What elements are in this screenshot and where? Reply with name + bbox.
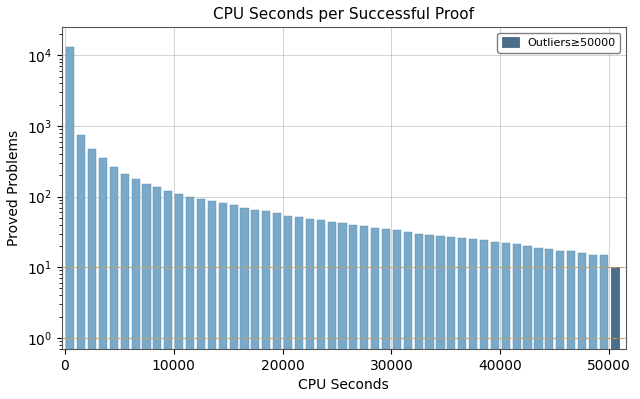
- Bar: [393, 230, 401, 399]
- Bar: [534, 247, 543, 399]
- Bar: [436, 236, 445, 399]
- Bar: [491, 242, 499, 399]
- Bar: [556, 251, 564, 399]
- Bar: [208, 201, 216, 399]
- Title: CPU Seconds per Successful Proof: CPU Seconds per Successful Proof: [213, 7, 474, 22]
- Bar: [66, 47, 74, 399]
- Bar: [219, 203, 227, 399]
- Bar: [77, 135, 85, 399]
- Bar: [295, 217, 303, 399]
- Bar: [317, 220, 324, 399]
- Bar: [480, 240, 488, 399]
- Bar: [404, 231, 412, 399]
- Bar: [545, 249, 554, 399]
- Bar: [469, 239, 477, 399]
- Legend: Outliers≥50000: Outliers≥50000: [497, 33, 620, 53]
- Bar: [109, 167, 118, 399]
- Bar: [382, 229, 390, 399]
- Bar: [273, 213, 281, 399]
- Bar: [567, 251, 575, 399]
- Bar: [611, 267, 619, 399]
- Bar: [589, 255, 597, 399]
- Bar: [502, 243, 510, 399]
- Bar: [164, 191, 172, 399]
- Bar: [371, 228, 380, 399]
- Bar: [175, 194, 183, 399]
- Y-axis label: Proved Problems: Proved Problems: [7, 130, 21, 246]
- Bar: [197, 199, 205, 399]
- Bar: [99, 158, 107, 399]
- Bar: [262, 211, 270, 399]
- Bar: [230, 205, 237, 399]
- Bar: [349, 225, 358, 399]
- Bar: [524, 246, 532, 399]
- Bar: [132, 180, 140, 399]
- Bar: [426, 235, 434, 399]
- Bar: [88, 148, 96, 399]
- Bar: [447, 237, 456, 399]
- Bar: [252, 210, 259, 399]
- Bar: [241, 207, 248, 399]
- Bar: [578, 253, 586, 399]
- Bar: [143, 184, 150, 399]
- Bar: [186, 197, 194, 399]
- Bar: [513, 245, 521, 399]
- Bar: [154, 188, 161, 399]
- Bar: [458, 238, 467, 399]
- Bar: [121, 174, 129, 399]
- Bar: [284, 215, 292, 399]
- Bar: [415, 233, 423, 399]
- X-axis label: CPU Seconds: CPU Seconds: [298, 378, 389, 392]
- Bar: [339, 223, 346, 399]
- Bar: [306, 219, 314, 399]
- Bar: [600, 255, 608, 399]
- Bar: [328, 222, 335, 399]
- Bar: [360, 226, 369, 399]
